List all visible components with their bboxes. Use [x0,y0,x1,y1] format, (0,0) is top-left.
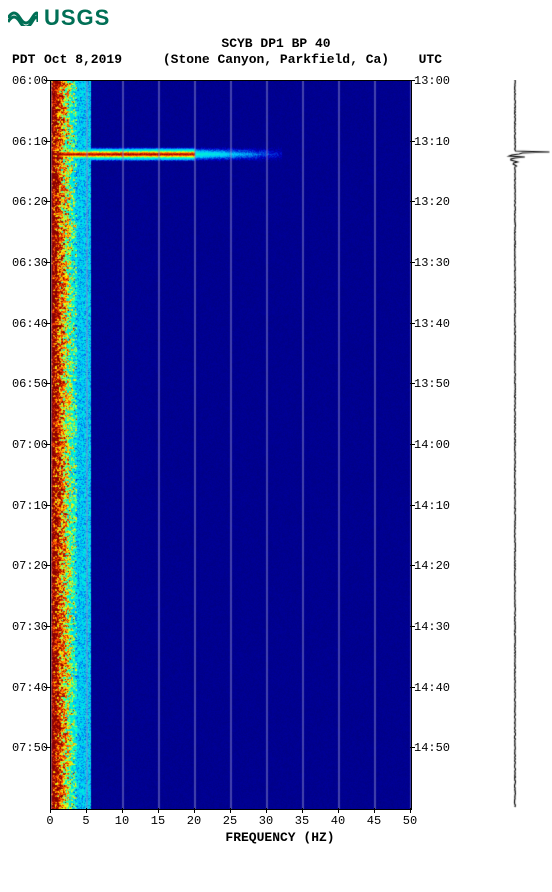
y-right-tick: 14:50 [414,741,458,755]
x-tick: 50 [403,814,417,828]
y-left-tick: 07:20 [10,559,48,573]
y-left-tick: 06:40 [10,317,48,331]
y-right-tick: 14:20 [414,559,458,573]
y-right-tick: 13:30 [414,256,458,270]
y-right-tick: 13:10 [414,135,458,149]
x-tick: 40 [331,814,345,828]
usgs-logo: USGS [8,4,110,32]
x-tick: 10 [115,814,129,828]
y-left-tick: 06:20 [10,195,48,209]
x-tick: 25 [223,814,237,828]
tz-right-label: UTC [419,52,442,67]
seismograph-canvas [480,80,550,808]
usgs-wave-icon [8,4,38,32]
x-axis-label: FREQUENCY (HZ) [50,830,510,845]
x-tick: 35 [295,814,309,828]
y-left-tick: 07:00 [10,438,48,452]
x-tick: 20 [187,814,201,828]
y-right-tick: 14:10 [414,499,458,513]
y-right-tick: 13:40 [414,317,458,331]
y-right-tick: 13:50 [414,377,458,391]
y-left-tick: 06:00 [10,74,48,88]
y-right-tick: 14:40 [414,681,458,695]
location-label: (Stone Canyon, Parkfield, Ca) [0,52,552,67]
y-left-tick: 07:50 [10,741,48,755]
x-tick: 0 [46,814,53,828]
y-right-tick: 14:30 [414,620,458,634]
y-right-tick: 13:00 [414,74,458,88]
y-left-tick: 06:30 [10,256,48,270]
logo-text: USGS [44,5,110,31]
y-left-tick: 06:50 [10,377,48,391]
x-tick: 45 [367,814,381,828]
y-left-tick: 07:40 [10,681,48,695]
y-left-tick: 07:10 [10,499,48,513]
y-right-tick: 14:00 [414,438,458,452]
y-left-tick: 07:30 [10,620,48,634]
x-tick: 30 [259,814,273,828]
x-tick: 15 [151,814,165,828]
chart-title: SCYB DP1 BP 40 [0,36,552,51]
x-tick: 5 [82,814,89,828]
spectrogram-canvas [50,80,412,810]
y-right-tick: 13:20 [414,195,458,209]
y-left-tick: 06:10 [10,135,48,149]
